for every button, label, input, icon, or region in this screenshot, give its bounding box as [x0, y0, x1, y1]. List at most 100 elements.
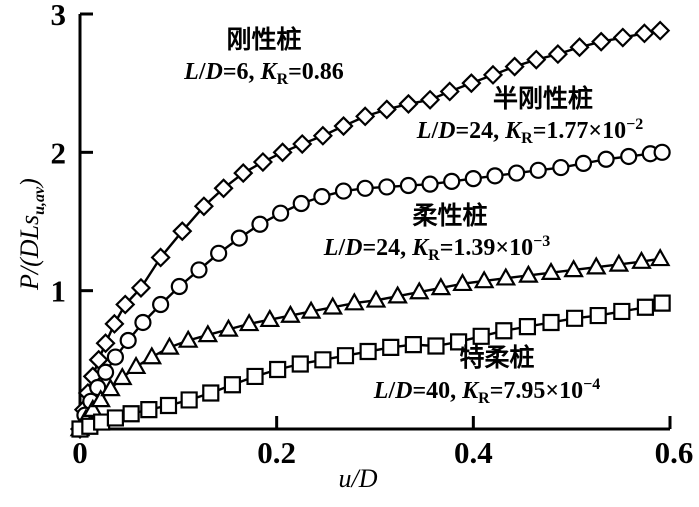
- marker-square: [449, 333, 468, 351]
- marker-square: [404, 336, 422, 354]
- annotation-flexible-pile-equation: L/D=24, KR=1.39×10−3: [323, 233, 550, 264]
- annotation-semi-rigid-pile: 半刚性桩 L/D=24, KR=1.77×10−2: [416, 84, 643, 147]
- marker-triangle: [563, 259, 584, 278]
- marker-diamond: [526, 49, 547, 70]
- marker-square: [636, 298, 655, 316]
- series-flexible-pile: [69, 247, 671, 437]
- ann3-D: D: [394, 378, 412, 404]
- marker-square: [106, 409, 124, 427]
- marker-circle: [119, 331, 137, 350]
- marker-circle: [134, 313, 152, 332]
- ylabel-s-subscript: u,av: [31, 186, 48, 215]
- marker-diamond: [420, 89, 441, 110]
- marker-diamond: [634, 23, 655, 44]
- ann3-exp: −4: [583, 376, 600, 393]
- marker-triangle: [280, 304, 301, 323]
- marker-circle: [96, 363, 115, 381]
- marker-triangle: [518, 264, 539, 283]
- marker-triangle: [159, 336, 180, 355]
- marker-circle: [334, 182, 353, 200]
- marker-triangle: [365, 289, 387, 308]
- marker-triangle: [540, 261, 562, 280]
- marker-diamond: [95, 333, 116, 354]
- marker-triangle: [585, 256, 607, 275]
- marker-square: [359, 342, 377, 361]
- marker-square: [613, 302, 631, 321]
- marker-circle: [230, 229, 248, 247]
- marker-circle: [152, 295, 170, 314]
- marker-triangle: [218, 318, 239, 337]
- marker-triangle: [259, 308, 281, 328]
- marker-triangle: [300, 300, 322, 319]
- xlabel-slash: /: [349, 464, 361, 493]
- marker-square: [495, 322, 513, 340]
- svg-text:P/(DLsu,av): P/(DLsu,av): [15, 178, 48, 291]
- marker-square: [202, 384, 220, 402]
- marker-circle: [552, 158, 570, 177]
- ylabel-p: P: [15, 274, 44, 291]
- ann1-Ksub: R: [521, 130, 533, 147]
- marker-diamond: [115, 294, 136, 315]
- annotation-extra-flexible-pile-equation: L/D=40, KR=7.95×10−4: [373, 376, 600, 407]
- marker-circle: [421, 175, 439, 193]
- marker-circle: [443, 172, 461, 190]
- marker-triangle: [608, 253, 630, 272]
- ann3-Ksub: R: [478, 390, 490, 407]
- ann2-D: D: [344, 235, 362, 261]
- ann1-val: =1.77×10: [533, 118, 626, 144]
- marker-diamond: [650, 20, 671, 41]
- ann1-L: L: [416, 118, 432, 144]
- x-axis-title: u/D: [338, 464, 377, 493]
- marker-circle: [574, 154, 593, 172]
- marker-triangle: [238, 313, 260, 332]
- marker-triangle: [322, 296, 344, 315]
- marker-diamond: [376, 99, 397, 120]
- annotation-semi-rigid-pile-title: 半刚性桩: [493, 84, 593, 113]
- ann0-Ksub: R: [277, 71, 289, 88]
- marker-triangle: [177, 329, 199, 348]
- annotation-rigid-pile-title: 刚性桩: [226, 25, 301, 54]
- marker-diamond: [193, 196, 214, 217]
- annotation-rigid-pile: 刚性桩 L/D=6, KR=0.86: [183, 25, 344, 88]
- annotation-rigid-pile-equation: L/D=6, KR=0.86: [183, 59, 344, 88]
- marker-diamond: [355, 106, 376, 127]
- marker-circle: [464, 170, 482, 188]
- marker-circle: [313, 188, 331, 206]
- marker-square: [427, 337, 445, 355]
- xlabel-d: D: [358, 464, 378, 493]
- ann2-slash: /: [337, 235, 345, 261]
- marker-triangle: [344, 292, 365, 311]
- ann2-exp: −3: [533, 233, 550, 250]
- marker-circle: [597, 150, 615, 168]
- x-tick-label-0.2: 0.2: [257, 435, 296, 470]
- marker-diamond: [172, 221, 193, 242]
- annotation-semi-rigid-pile-equation: L/D=24, KR=1.77×10−2: [416, 116, 643, 147]
- annotation-flexible-pile: 柔性桩 L/D=24, KR=1.39×10−3: [323, 201, 550, 264]
- marker-square: [518, 318, 537, 336]
- x-axis-tick-labels: 0 0.2 0.4 0.6: [72, 435, 693, 470]
- marker-diamond: [612, 27, 633, 48]
- annotation-flexible-pile-title: 柔性桩: [412, 201, 487, 230]
- data-series-group: [69, 20, 671, 440]
- x-tick-label-0.4: 0.4: [454, 435, 493, 470]
- marker-diamond: [130, 277, 152, 298]
- series-extra-flexible-pile: [71, 294, 671, 438]
- series-line-rigid-pile: [78, 29, 661, 430]
- ann0-slash: /: [198, 59, 206, 85]
- marker-square: [93, 413, 111, 431]
- marker-circle: [292, 194, 310, 213]
- marker-triangle: [408, 281, 430, 300]
- ylabel-close: ): [15, 178, 44, 189]
- ann2-Ksub: R: [428, 247, 440, 264]
- marker-triangle: [125, 355, 147, 375]
- marker-square: [336, 347, 355, 365]
- annotation-extra-flexible-pile-title: 特柔桩: [459, 343, 534, 372]
- marker-triangle: [82, 398, 104, 417]
- ann3-L: L: [373, 378, 389, 404]
- marker-square: [223, 376, 242, 394]
- ann2-val: =1.39×10: [440, 235, 533, 261]
- marker-square: [314, 351, 332, 369]
- ann2-K: K: [411, 235, 430, 261]
- marker-circle: [106, 348, 125, 366]
